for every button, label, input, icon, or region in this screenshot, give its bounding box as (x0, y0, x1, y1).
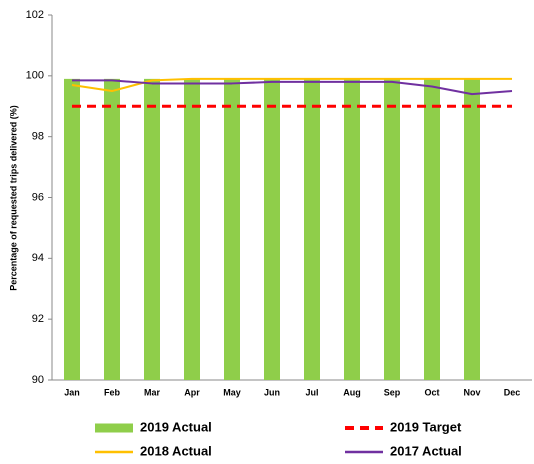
bar (224, 78, 240, 380)
bar (424, 78, 440, 380)
y-tick-label: 94 (32, 252, 44, 264)
bar (264, 78, 280, 380)
x-tick-label: Jun (264, 387, 280, 397)
bar (184, 78, 200, 380)
bar (64, 78, 80, 380)
legend-label: 2019 Actual (140, 419, 212, 434)
y-tick-label: 98 (32, 131, 44, 143)
y-tick-label: 100 (26, 70, 44, 82)
legend-label: 2019 Target (390, 419, 462, 434)
legend-label: 2017 Actual (390, 443, 462, 458)
y-tick-label: 102 (26, 9, 44, 21)
x-tick-label: Oct (424, 387, 439, 397)
x-tick-label: Mar (144, 387, 161, 397)
x-tick-label: Apr (184, 387, 200, 397)
legend-label: 2018 Actual (140, 443, 212, 458)
y-tick-label: 90 (32, 374, 44, 386)
bar (384, 78, 400, 380)
x-tick-label: Nov (463, 387, 480, 397)
x-tick-label: May (223, 387, 241, 397)
x-tick-label: Jul (305, 387, 318, 397)
bar (304, 78, 320, 380)
x-tick-label: Jan (64, 387, 80, 397)
y-axis-label: Percentage of requested trips delivered … (8, 105, 18, 291)
bar (344, 78, 360, 380)
bar (104, 78, 120, 380)
bar (144, 78, 160, 380)
x-tick-label: Aug (343, 387, 361, 397)
x-tick-label: Dec (504, 387, 521, 397)
bar (464, 78, 480, 380)
y-tick-label: 92 (32, 313, 44, 325)
x-tick-label: Feb (104, 387, 121, 397)
y-tick-label: 96 (32, 191, 44, 203)
x-tick-label: Sep (384, 387, 401, 397)
line-series (72, 79, 513, 96)
